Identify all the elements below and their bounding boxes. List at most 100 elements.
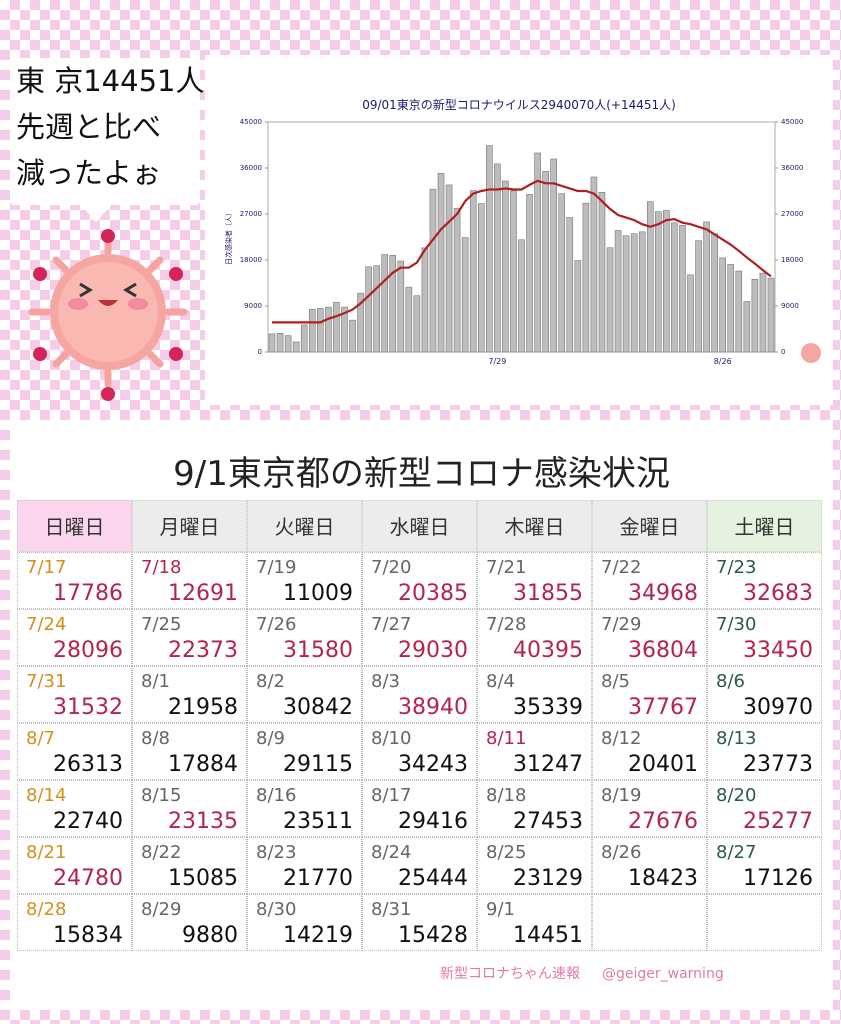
- date: 8/20: [716, 785, 757, 806]
- x-tick-label: 7/29: [488, 357, 506, 366]
- day-cell: 7/31 31532: [17, 666, 132, 723]
- bar: [719, 257, 726, 353]
- bar: [687, 274, 694, 353]
- date: 8/10: [371, 728, 412, 749]
- bar: [445, 184, 453, 353]
- hearts: [33, 229, 183, 401]
- date: 8/5: [601, 671, 630, 692]
- cheek: [68, 298, 88, 310]
- bar: [614, 230, 622, 353]
- y2-tick-label: 9000: [781, 302, 799, 310]
- bar: [437, 172, 445, 353]
- date: 7/27: [371, 614, 412, 635]
- table-title: 9/1東京都の新型コロナ感染状況: [173, 454, 670, 494]
- mouth: [98, 300, 118, 306]
- bar: [381, 254, 388, 353]
- case-count: 27453: [513, 809, 583, 834]
- bar: [550, 158, 557, 353]
- date: 8/24: [371, 842, 412, 863]
- eyes: [79, 282, 137, 298]
- case-count: 38940: [398, 695, 468, 720]
- date: 9/1: [486, 899, 515, 920]
- bar: [389, 255, 397, 353]
- y-tick-label: 9000: [244, 302, 262, 310]
- case-count: 14451: [513, 923, 583, 948]
- bar: [469, 190, 477, 353]
- day-cell: 7/21 31855: [477, 552, 592, 609]
- case-count: 31580: [283, 638, 353, 663]
- date: 7/20: [371, 557, 412, 578]
- date: 8/30: [256, 899, 297, 920]
- case-count: 20401: [628, 752, 698, 777]
- bar: [558, 193, 566, 353]
- bar: [622, 235, 630, 353]
- brand: 新型コロナちゃん速報: [440, 966, 580, 982]
- day-cell: 8/24 25444: [362, 837, 477, 894]
- date: 7/18: [141, 557, 182, 578]
- day-cell: 8/22 15085: [132, 837, 247, 894]
- bar: [711, 233, 718, 353]
- date: 7/26: [256, 614, 297, 635]
- day-cell: 8/23 21770: [247, 837, 362, 894]
- bubble-tail: [80, 204, 112, 222]
- day-cell: 8/15 23135: [132, 780, 247, 837]
- day-cell: 7/22 34968: [592, 552, 707, 609]
- bar: [477, 203, 485, 353]
- date: 7/28: [486, 614, 527, 635]
- bar: [429, 188, 437, 353]
- day-cell: 8/9 29115: [247, 723, 362, 780]
- bar: [743, 301, 751, 353]
- bar: [767, 277, 775, 353]
- y-tick-label: 36000: [240, 164, 262, 172]
- case-count: 23773: [743, 752, 813, 777]
- day-cell: 7/27 29030: [362, 609, 477, 666]
- bar: [751, 279, 759, 353]
- y2-tick-label: 36000: [781, 164, 803, 172]
- bar: [703, 221, 710, 353]
- date: 8/15: [141, 785, 182, 806]
- bar: [308, 309, 316, 353]
- day-cell: 8/28 15834: [17, 894, 132, 951]
- day-cell: 8/3 38940: [362, 666, 477, 723]
- case-count: 17126: [743, 866, 813, 891]
- day-cell: 7/19 11009: [247, 552, 362, 609]
- case-count: 29416: [398, 809, 468, 834]
- day-cell: 8/30 14219: [247, 894, 362, 951]
- date: 7/21: [486, 557, 527, 578]
- date: 8/25: [486, 842, 527, 863]
- date: 8/16: [256, 785, 297, 806]
- bar: [695, 240, 702, 353]
- day-header: 金曜日: [592, 500, 707, 552]
- date: 8/13: [716, 728, 757, 749]
- date: 8/1: [141, 671, 170, 692]
- day-cell: 7/18 12691: [132, 552, 247, 609]
- day-cell: 8/10 34243: [362, 723, 477, 780]
- date: 8/17: [371, 785, 412, 806]
- day-cell: 7/28 40395: [477, 609, 592, 666]
- bar: [534, 152, 541, 353]
- bar: [397, 260, 405, 353]
- bar: [421, 247, 429, 353]
- date: 8/6: [716, 671, 745, 692]
- bubble-line: 東 京14451人: [16, 64, 205, 98]
- day-cell: [707, 894, 822, 951]
- case-count: 40395: [513, 638, 583, 663]
- date: 8/9: [256, 728, 285, 749]
- bar: [300, 324, 308, 353]
- bar: [373, 265, 380, 353]
- case-count: 14219: [283, 923, 353, 948]
- case-count: 25277: [743, 809, 813, 834]
- day-cell: 8/21 24780: [17, 837, 132, 894]
- case-count: 37767: [628, 695, 698, 720]
- bar: [341, 306, 348, 353]
- day-cell: 8/13 23773: [707, 723, 822, 780]
- day-cell: 7/26 31580: [247, 609, 362, 666]
- case-count: 34243: [398, 752, 468, 777]
- moving-average-line: [272, 179, 772, 324]
- date: 7/31: [26, 671, 67, 692]
- case-count: 20385: [398, 581, 468, 606]
- day-cell: 8/4 35339: [477, 666, 592, 723]
- date: 8/2: [256, 671, 285, 692]
- bar: [735, 270, 743, 353]
- case-count: 30970: [743, 695, 813, 720]
